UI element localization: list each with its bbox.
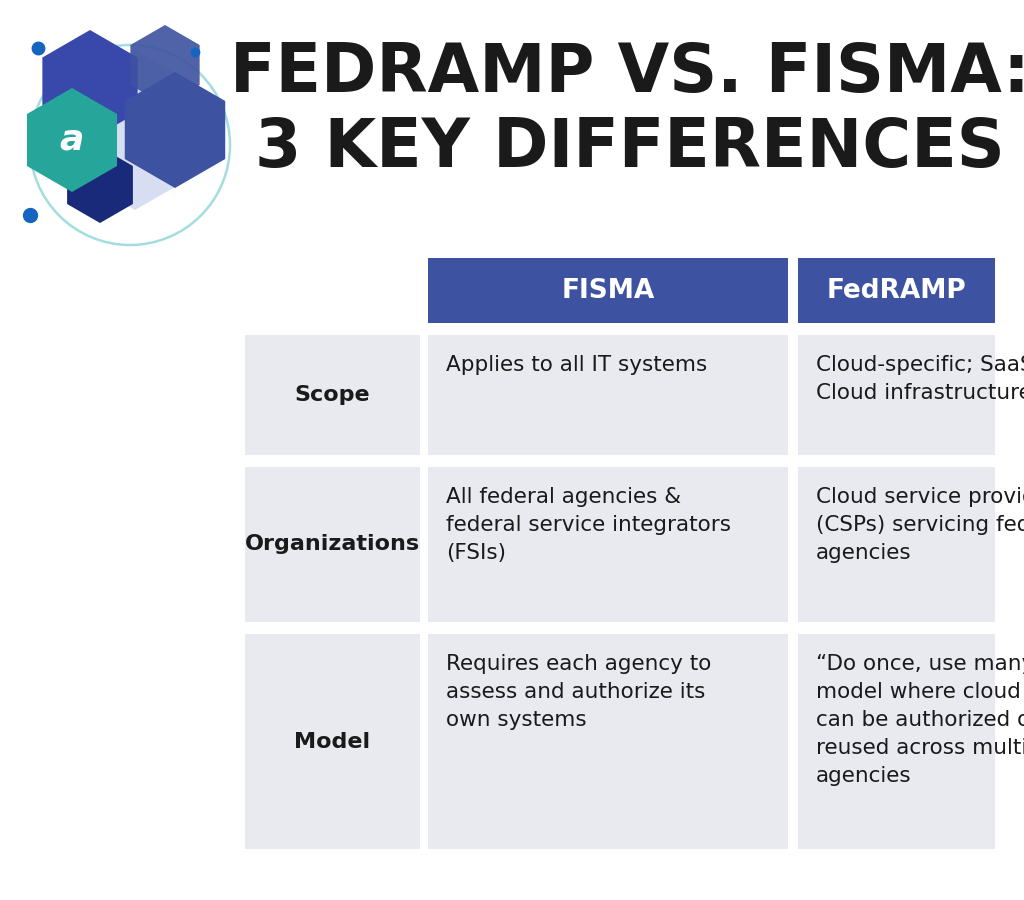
Text: All federal agencies &
federal service integrators
(FSIs): All federal agencies & federal service i… <box>446 487 731 563</box>
Text: FEDRAMP VS. FISMA:: FEDRAMP VS. FISMA: <box>230 40 1024 106</box>
Text: Applies to all IT systems: Applies to all IT systems <box>446 355 708 375</box>
Bar <box>428 467 788 622</box>
Polygon shape <box>68 147 133 223</box>
Bar <box>245 335 420 455</box>
Text: Scope: Scope <box>295 385 371 405</box>
Bar <box>798 634 995 849</box>
Bar <box>428 258 788 323</box>
Bar <box>428 634 788 849</box>
Bar <box>245 467 420 622</box>
Polygon shape <box>27 88 117 192</box>
Polygon shape <box>125 72 225 188</box>
Text: “Do once, use many times”
model where cloud services
can be authorized once &
re: “Do once, use many times” model where cl… <box>816 654 1024 786</box>
Polygon shape <box>130 25 200 105</box>
Polygon shape <box>42 30 137 140</box>
Text: Organizations: Organizations <box>245 535 420 554</box>
Polygon shape <box>66 50 204 210</box>
Text: a: a <box>59 123 84 157</box>
Text: Requires each agency to
assess and authorize its
own systems: Requires each agency to assess and autho… <box>446 654 712 730</box>
Text: Cloud-specific; SaaS &
Cloud infrastructure: Cloud-specific; SaaS & Cloud infrastruct… <box>816 355 1024 403</box>
Bar <box>798 258 995 323</box>
Bar <box>245 634 420 849</box>
Bar <box>798 467 995 622</box>
Text: Model: Model <box>295 732 371 752</box>
Text: 3 KEY DIFFERENCES: 3 KEY DIFFERENCES <box>255 115 1005 181</box>
Text: FISMA: FISMA <box>561 277 654 303</box>
Text: FedRAMP: FedRAMP <box>826 277 967 303</box>
Bar <box>428 335 788 455</box>
Text: Cloud service providers
(CSPs) servicing federal
agencies: Cloud service providers (CSPs) servicing… <box>816 487 1024 563</box>
Bar <box>798 335 995 455</box>
